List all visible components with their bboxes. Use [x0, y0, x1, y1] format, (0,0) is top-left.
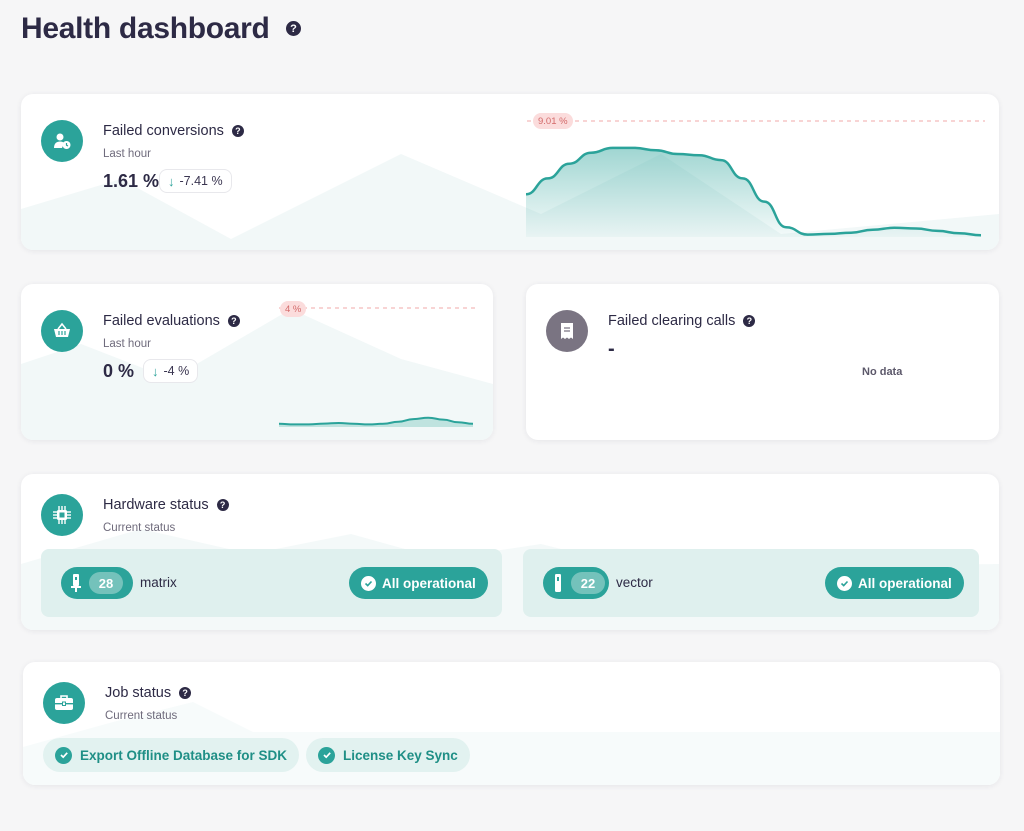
device-icon [555, 574, 561, 592]
briefcase-icon [43, 682, 85, 724]
help-icon[interactable]: ? [286, 21, 301, 36]
device-name: matrix [140, 575, 177, 590]
device-icon [71, 574, 81, 592]
basket-icon [41, 310, 83, 352]
trend-badge: ↓ -4 % [143, 359, 199, 383]
device-count-pill: 28 [61, 567, 133, 599]
period-label: Last hour [103, 148, 151, 160]
device-count-pill: 22 [543, 567, 609, 599]
check-icon [318, 746, 335, 764]
trend-value: -4 % [163, 364, 190, 378]
series-line [525, 146, 982, 237]
device-panel-vector[interactable]: 22 vector All operational [523, 549, 979, 617]
device-count: 28 [89, 572, 123, 594]
help-icon[interactable]: ? [216, 499, 229, 511]
page-title: Health dashboard [21, 12, 270, 45]
status-subtitle: Current status [105, 710, 178, 722]
failed-conversions-chart [525, 120, 985, 237]
period-label: Last hour [103, 338, 151, 350]
job-name: Export Offline Database for SDK [80, 747, 288, 763]
kpi-value: - [608, 338, 615, 360]
help-icon[interactable]: ? [231, 125, 244, 137]
failed-conversions-card: Failed conversions ? Last hour 1.61 % ↓ … [21, 94, 999, 250]
failed-evaluations-chart [278, 307, 479, 427]
job-status-title: Job status [105, 685, 172, 701]
hardware-status-title: Hardware status [103, 497, 209, 513]
check-icon [837, 575, 852, 591]
no-data-label: No data [862, 366, 903, 378]
failed-evaluations-title: Failed evaluations [103, 313, 220, 329]
operational-status-badge[interactable]: All operational [825, 567, 964, 599]
status-label: All operational [858, 575, 952, 591]
device-count: 22 [571, 572, 605, 594]
help-icon[interactable]: ? [179, 687, 192, 699]
kpi-value: 0 % [103, 361, 135, 381]
arrow-down-icon: ↓ [168, 173, 175, 189]
failed-conversions-title: Failed conversions [103, 123, 224, 139]
user-clock-icon [41, 120, 83, 162]
peak-value-label: 4 % [280, 301, 307, 317]
device-panel-matrix[interactable]: 28 matrix All operational [41, 549, 502, 617]
series-line [278, 416, 474, 426]
check-icon [361, 575, 376, 591]
job-name: License Key Sync [343, 747, 458, 763]
card-title: Hardware status ? [103, 497, 229, 513]
card-title: Job status ? [105, 685, 192, 701]
failed-clearing-calls-card: Failed clearing calls ? - No data [526, 284, 999, 440]
job-chip[interactable]: License Key Sync [306, 738, 470, 772]
job-chip[interactable]: Export Offline Database for SDK [43, 738, 300, 772]
card-title: Failed evaluations ? [103, 313, 240, 329]
operational-status-badge[interactable]: All operational [349, 567, 488, 599]
failed-evaluations-card: Failed evaluations ? Last hour 0 % ↓ -4 … [21, 284, 493, 440]
chip-icon [41, 494, 83, 536]
job-status-card: Job status ? Current status Export Offli… [23, 662, 1000, 785]
status-label: All operational [382, 575, 476, 591]
help-icon[interactable]: ? [227, 315, 240, 327]
arrow-down-icon: ↓ [152, 363, 159, 379]
device-name: vector [616, 575, 653, 590]
kpi-value: 1.61 % [103, 171, 160, 191]
receipt-icon [546, 310, 588, 352]
hardware-status-card: Hardware status ? Current status 28 matr… [21, 474, 999, 630]
failed-clearing-calls-title: Failed clearing calls [608, 313, 736, 329]
trend-value: -7.41 % [179, 174, 223, 188]
check-icon [55, 746, 72, 764]
trend-badge: ↓ -7.41 % [159, 169, 232, 193]
peak-value-label: 9.01 % [533, 113, 573, 129]
help-icon[interactable]: ? [743, 315, 756, 327]
card-title: Failed conversions ? [103, 123, 244, 139]
series-area [279, 417, 473, 427]
status-subtitle: Current status [103, 522, 176, 534]
card-title: Failed clearing calls ? [608, 313, 756, 329]
